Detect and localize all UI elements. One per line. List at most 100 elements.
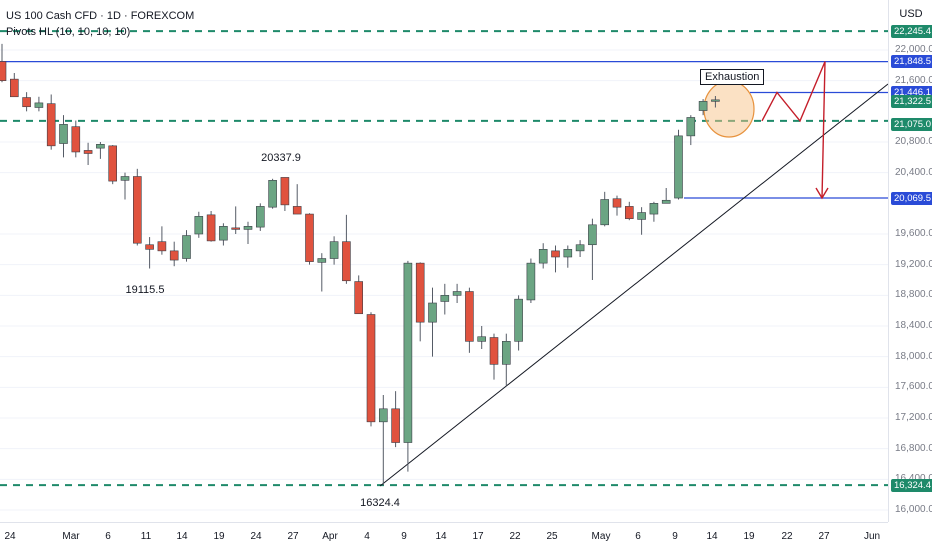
candle[interactable] xyxy=(415,262,425,323)
candle[interactable] xyxy=(120,176,130,181)
candle[interactable] xyxy=(698,101,708,111)
candle[interactable] xyxy=(182,235,191,259)
candle[interactable] xyxy=(10,78,19,98)
time-tick-label: 4 xyxy=(364,531,370,542)
price-tick-label: 17,200.0 xyxy=(895,412,932,423)
time-tick-label: 25 xyxy=(546,531,558,542)
candle[interactable] xyxy=(391,408,400,443)
time-tick-label: 14 xyxy=(176,531,188,542)
candle[interactable] xyxy=(452,291,462,296)
candle[interactable] xyxy=(268,180,277,208)
candle[interactable] xyxy=(133,176,142,244)
candle[interactable] xyxy=(255,206,265,228)
candle[interactable] xyxy=(169,250,179,261)
candle[interactable] xyxy=(219,226,228,241)
candles xyxy=(0,43,720,486)
candle[interactable] xyxy=(243,226,253,230)
candle[interactable] xyxy=(538,249,548,264)
time-tick-label: 6 xyxy=(105,531,111,542)
time-tick-label: 19 xyxy=(743,531,755,542)
candle[interactable] xyxy=(403,262,413,443)
time-tick-label: May xyxy=(591,531,611,542)
symbol-title[interactable]: US 100 Cash CFD · 1D · FOREXCOM xyxy=(6,10,195,22)
trendline[interactable] xyxy=(379,83,889,487)
time-axis[interactable]: 24 Mar 6 11 14 19 24 27 Apr 4 9 14 17 22 25 May 6 9 14 19 22… xyxy=(0,522,888,551)
candle[interactable] xyxy=(280,177,290,206)
candle[interactable] xyxy=(649,203,659,215)
time-tick-label: 22 xyxy=(781,531,793,542)
candle[interactable] xyxy=(575,244,585,252)
price-badge[interactable]: 21,322.5 xyxy=(891,95,932,109)
indicator-label[interactable]: Pivots HL (10, 10, 10, 10) xyxy=(6,26,131,38)
candle[interactable] xyxy=(59,124,68,144)
candle[interactable] xyxy=(551,250,560,258)
candle[interactable] xyxy=(526,262,536,301)
candle[interactable] xyxy=(440,295,450,302)
candle[interactable] xyxy=(600,199,610,226)
candle[interactable] xyxy=(501,341,511,365)
candle[interactable] xyxy=(342,241,351,282)
time-tick-label: Mar xyxy=(62,531,80,542)
price-badge[interactable]: 21,075.0 xyxy=(891,118,932,132)
candle[interactable] xyxy=(194,216,204,235)
pivot-low-label-2: 16324.4 xyxy=(360,497,400,509)
candle[interactable] xyxy=(108,145,117,182)
candle[interactable] xyxy=(637,212,646,220)
price-tick-label: 17,600.0 xyxy=(895,381,932,393)
candle[interactable] xyxy=(96,144,105,149)
candle[interactable] xyxy=(686,117,696,137)
candle[interactable] xyxy=(428,302,437,323)
time-tick-label: Apr xyxy=(322,531,338,542)
projection-path xyxy=(761,61,829,200)
candle[interactable] xyxy=(231,227,240,230)
price-badge[interactable]: 20,069.5 xyxy=(891,191,932,205)
candle[interactable] xyxy=(329,241,339,259)
price-tick-label: 18,400.0 xyxy=(895,320,932,331)
candle[interactable] xyxy=(157,241,167,252)
time-tick-label: Jun xyxy=(863,531,881,542)
time-tick-label: 22 xyxy=(509,531,521,542)
candle[interactable] xyxy=(674,135,683,199)
projection-line[interactable] xyxy=(761,61,826,199)
chart-area[interactable]: US 100 Cash CFD · 1D · FOREXCOM Pivots H… xyxy=(0,0,889,522)
candle[interactable] xyxy=(46,103,56,147)
candle[interactable] xyxy=(22,97,31,108)
candle[interactable] xyxy=(206,214,216,242)
candle[interactable] xyxy=(305,213,314,262)
price-tick-label: 19,600.0 xyxy=(895,228,932,239)
price-tick-label: 16,000.0 xyxy=(895,504,932,515)
candle[interactable] xyxy=(0,61,7,81)
price-badge[interactable]: 22,245.4 xyxy=(891,24,932,38)
time-tick-label: 17 xyxy=(472,531,484,542)
price-axis[interactable]: USD 22,000.0 21,600.0 20,800.0 20,400.0 19,6… xyxy=(888,0,932,522)
candle[interactable] xyxy=(366,314,376,423)
candle[interactable] xyxy=(145,244,154,250)
price-tick-label: 22,000.0 xyxy=(895,44,932,55)
candle[interactable] xyxy=(34,102,44,108)
candle[interactable] xyxy=(378,408,388,423)
price-tick-label: 21,600.0 xyxy=(895,74,932,86)
level-lines xyxy=(0,30,888,487)
candle[interactable] xyxy=(612,198,622,208)
price-chart[interactable] xyxy=(0,0,889,522)
candle[interactable] xyxy=(711,99,720,102)
time-tick-label: 6 xyxy=(635,531,641,542)
candle[interactable] xyxy=(71,126,81,153)
candle[interactable] xyxy=(661,199,671,204)
price-badge[interactable]: 21,848.5 xyxy=(891,55,932,69)
price-badge[interactable]: 16,324.4 xyxy=(891,478,932,492)
candle[interactable] xyxy=(317,258,327,263)
currency-label[interactable]: USD xyxy=(899,8,923,20)
candle[interactable] xyxy=(588,224,597,246)
candle[interactable] xyxy=(465,291,474,342)
candle[interactable] xyxy=(563,249,573,258)
exhaustion-highlight xyxy=(703,80,755,138)
candle[interactable] xyxy=(489,337,499,365)
candle[interactable] xyxy=(292,206,302,215)
candle[interactable] xyxy=(83,150,93,154)
candle[interactable] xyxy=(514,298,523,342)
candle[interactable] xyxy=(477,336,487,342)
candle[interactable] xyxy=(624,206,634,219)
exhaustion-callout: Exhaustion xyxy=(700,69,765,85)
candle[interactable] xyxy=(354,281,364,315)
